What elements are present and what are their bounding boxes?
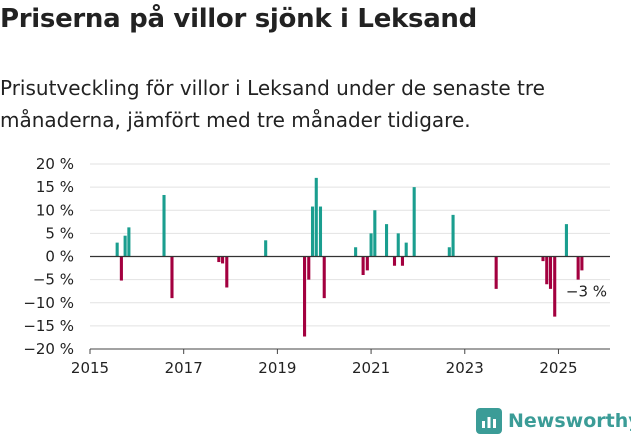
bar-chart: 20 %15 %10 %5 %0 %−5 %−10 %−15 %−20 %201… <box>23 155 610 377</box>
bar <box>548 256 553 289</box>
bar <box>307 256 311 280</box>
y-tick-label: −15 % <box>23 317 74 335</box>
bar <box>162 194 166 257</box>
bar <box>264 240 268 257</box>
bar <box>396 233 400 257</box>
bar <box>361 256 365 275</box>
y-tick-label: −10 % <box>23 294 74 312</box>
y-tick-label: 5 % <box>45 224 74 242</box>
newsworthy-logo: Newsworthy <box>476 408 631 434</box>
x-tick-label: 2019 <box>258 359 296 377</box>
y-tick-label: 15 % <box>36 178 74 196</box>
axis-layer: 20 %15 %10 %5 %0 %−5 %−10 %−15 %−20 %201… <box>23 155 610 377</box>
bar <box>384 224 389 257</box>
latest-value-label: −3 % <box>566 282 607 300</box>
bar <box>400 256 405 266</box>
bar <box>541 256 545 262</box>
bar <box>119 256 123 281</box>
bar <box>392 256 397 266</box>
annotation-layer: −3 % <box>566 282 607 300</box>
x-tick-label: 2021 <box>352 359 390 377</box>
bar <box>564 224 568 257</box>
bar <box>545 256 549 285</box>
bar <box>314 177 318 257</box>
bar <box>447 247 451 257</box>
bar <box>576 256 580 280</box>
bar <box>365 256 369 271</box>
bar <box>322 256 326 299</box>
bar <box>553 256 557 317</box>
bar <box>494 256 498 289</box>
brand-name: Newsworthy <box>508 410 631 432</box>
bar <box>225 256 229 288</box>
x-tick-label: 2015 <box>71 359 109 377</box>
bar <box>303 256 307 337</box>
y-tick-label: 20 % <box>36 155 74 173</box>
bar <box>451 214 455 257</box>
bars-layer <box>115 177 584 337</box>
chart-subtitle: Prisutveckling för villor i Leksand unde… <box>0 76 545 132</box>
bar <box>115 242 119 257</box>
bar <box>369 233 373 257</box>
bar <box>221 256 225 264</box>
bar <box>318 206 323 257</box>
x-tick-label: 2025 <box>539 359 577 377</box>
y-tick-label: −5 % <box>33 271 74 289</box>
bar <box>580 256 584 271</box>
y-tick-label: −20 % <box>23 340 74 358</box>
x-tick-label: 2023 <box>446 359 484 377</box>
bar <box>217 256 221 263</box>
bar <box>170 256 174 299</box>
bar-chart-logo-icon <box>476 408 502 434</box>
bar <box>412 187 416 257</box>
x-tick-label: 2017 <box>165 359 203 377</box>
bar <box>404 242 408 257</box>
bar <box>373 210 377 257</box>
y-tick-label: 10 % <box>36 201 74 219</box>
bar <box>123 235 127 257</box>
bar <box>354 247 358 257</box>
bar <box>310 206 315 257</box>
bar <box>127 227 131 257</box>
y-tick-label: 0 % <box>45 248 74 266</box>
chart-title: Priserna på villor sjönk i Leksand <box>0 4 477 34</box>
